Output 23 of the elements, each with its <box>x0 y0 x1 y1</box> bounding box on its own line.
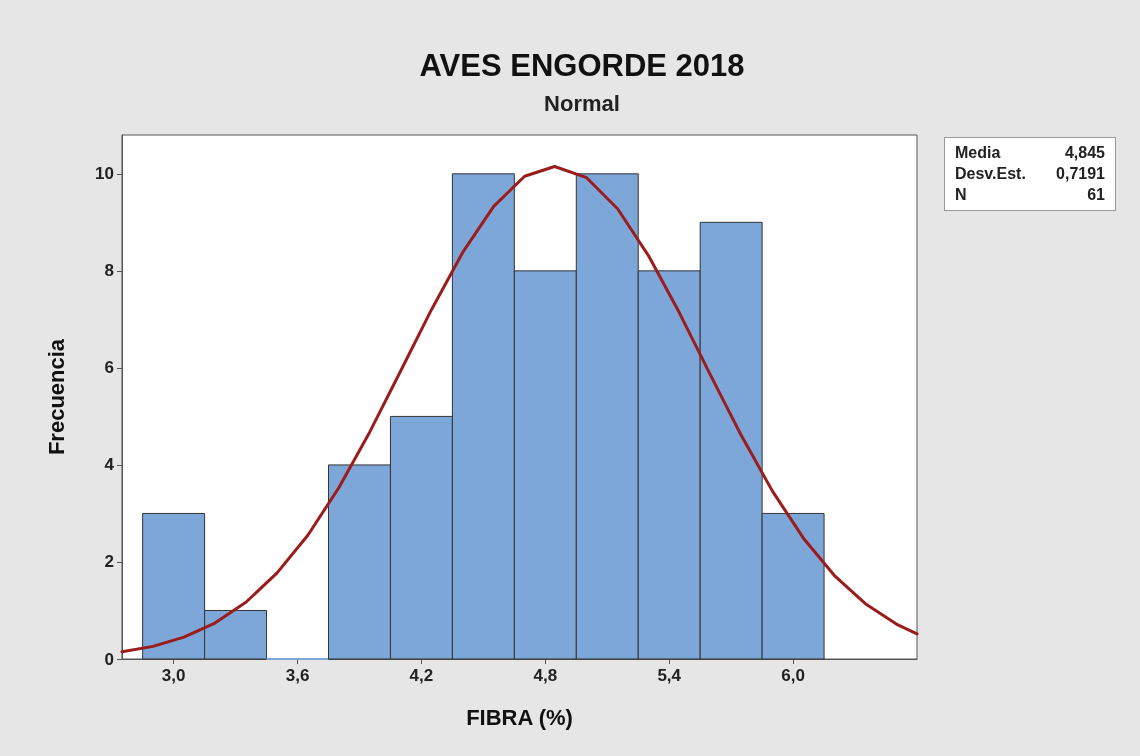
x-tick-label: 5,4 <box>657 666 682 685</box>
line-series <box>120 165 919 654</box>
x-tick-label: 4,8 <box>533 666 558 685</box>
y-tick-label: 2 <box>104 552 114 572</box>
text: 4,845 <box>1063 144 1105 162</box>
text: N <box>955 186 968 204</box>
text: 0,7191 <box>1055 165 1105 183</box>
y-axis-title: Frecuencia <box>43 338 69 456</box>
text: Media <box>955 144 1002 162</box>
chart-subtitle: Normal <box>544 90 620 116</box>
x-tick-label: 3,6 <box>285 666 310 685</box>
y-tick-label: 0 <box>104 649 114 669</box>
x-tick-label: 4,2 <box>409 666 434 685</box>
y-tick-label: 4 <box>104 455 115 475</box>
y-tick-label: 6 <box>104 358 114 378</box>
y-tick-label: 10 <box>95 164 114 184</box>
x-tick-label: 3,0 <box>161 666 186 685</box>
text: Desv.Est. <box>955 165 1027 183</box>
text: 61 <box>1086 186 1105 204</box>
chart-title: AVES ENGORDE 2018 <box>419 48 745 83</box>
x-tick-label: 6,0 <box>781 666 805 685</box>
x-axis-title: FIBRA (%) <box>466 704 573 730</box>
y-tick-label: 8 <box>104 261 114 281</box>
